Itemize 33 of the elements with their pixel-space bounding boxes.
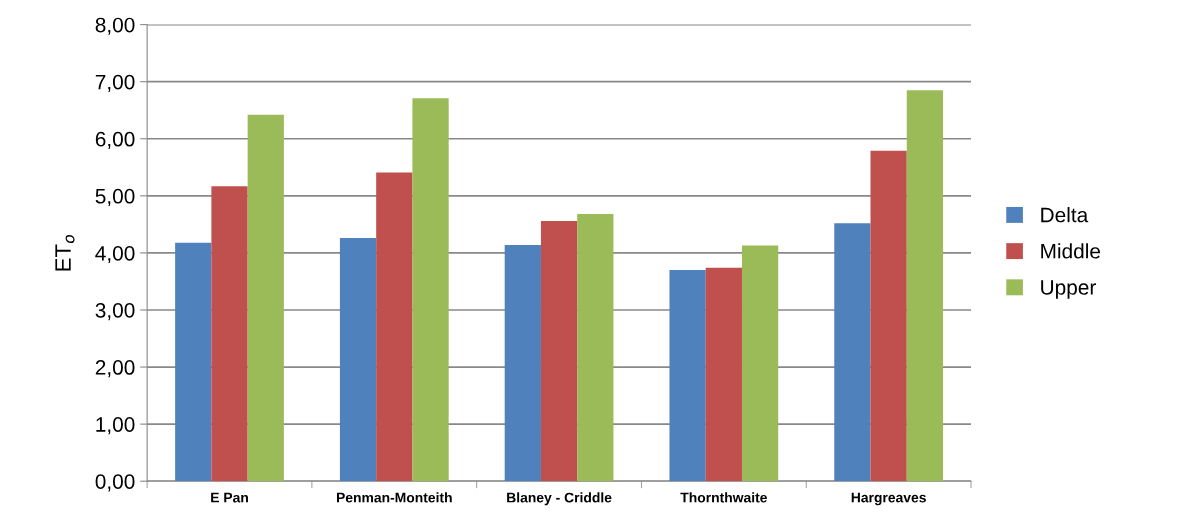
x-tick-label: Penman-Monteith — [336, 492, 452, 503]
legend-label: Middle — [1041, 243, 1101, 259]
y-axis-title: ET$_{o}$ — [55, 234, 75, 271]
bar — [339, 238, 377, 482]
bar — [540, 220, 578, 482]
y-tick-label: 1,00 — [96, 417, 135, 435]
bar — [412, 98, 449, 482]
y-tick-label: 6,00 — [95, 131, 135, 149]
y-tick-label: 0,00 — [95, 474, 135, 492]
bar — [870, 150, 907, 482]
bar — [705, 267, 742, 482]
y-tick-label: 2,00 — [95, 360, 135, 378]
bar — [211, 186, 248, 482]
legend-label: Delta — [1041, 207, 1089, 223]
x-tick-label: Hargreaves — [851, 492, 926, 506]
x-tick-label: Thornthwaite — [680, 492, 767, 503]
y-tick-label: 4,00 — [95, 245, 135, 264]
x-tick-label: Blaney - Criddle — [507, 492, 612, 506]
bar — [669, 270, 706, 482]
bar — [906, 90, 944, 482]
y-tick-label: 7,00 — [95, 74, 135, 92]
bar — [504, 244, 541, 482]
y-tick-label: 8,00 — [95, 17, 135, 35]
x-tick-label: E Pan — [211, 492, 248, 503]
y-tick-label: 5,00 — [95, 188, 135, 207]
y-tick-label: 3,00 — [95, 302, 135, 321]
legend-label: Upper — [1041, 280, 1096, 299]
bar — [741, 245, 779, 482]
bar — [834, 223, 871, 482]
bar — [175, 242, 212, 482]
bar — [247, 114, 284, 482]
bar — [376, 172, 413, 482]
bar — [577, 214, 614, 482]
